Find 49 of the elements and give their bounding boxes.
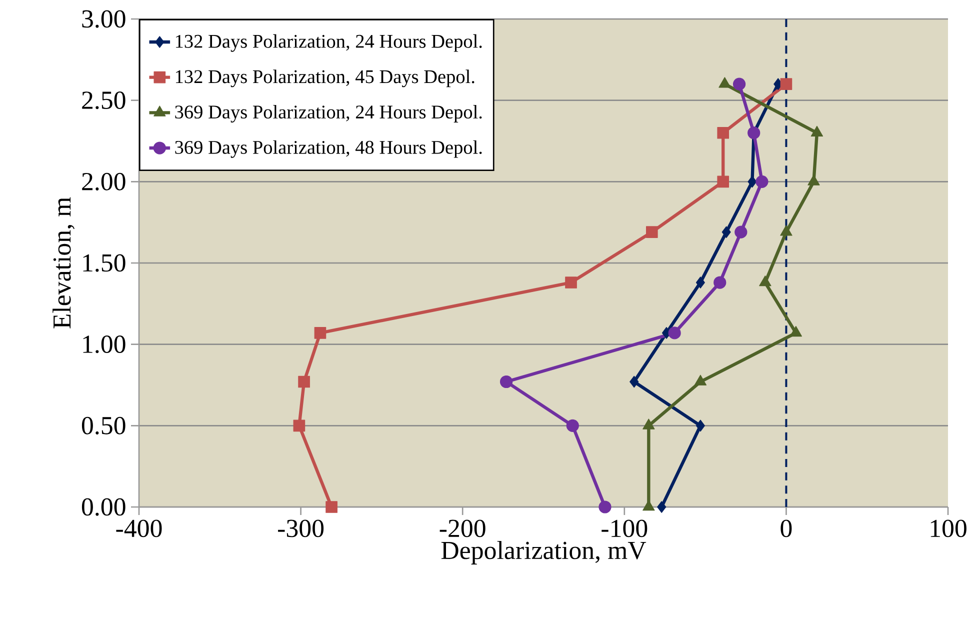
- legend-label: 369 Days Polarization, 24 Hours Depol.: [175, 104, 482, 123]
- point: [714, 276, 726, 289]
- x-tick-label: 100: [930, 520, 966, 538]
- point: [326, 501, 338, 513]
- point: [717, 126, 730, 139]
- point: [696, 276, 705, 288]
- y-tick-label: 1.50: [83, 254, 126, 272]
- point: [668, 326, 681, 340]
- point: [646, 226, 658, 238]
- y-tick-label: 2.50: [82, 92, 126, 110]
- point: [293, 420, 306, 432]
- point: [566, 419, 579, 432]
- point: [718, 77, 731, 88]
- point: [780, 78, 792, 90]
- point: [314, 327, 326, 339]
- x-axis-title: Depolarization, mV: [441, 540, 646, 564]
- point: [717, 176, 730, 188]
- x-tick-label: 0: [780, 520, 792, 538]
- point: [722, 226, 731, 238]
- point: [298, 376, 310, 388]
- y-axis-title: Elevation, m: [52, 197, 75, 328]
- point: [694, 374, 707, 386]
- legend-label: 132 Days Polarization, 24 Hours Depol.: [176, 34, 482, 52]
- point: [756, 175, 768, 188]
- y-tick-label: 2.00: [82, 172, 126, 190]
- point: [810, 126, 824, 137]
- y-tick-label: 0.50: [82, 416, 126, 434]
- point: [630, 376, 639, 388]
- point: [748, 176, 757, 188]
- x-tick-label: -400: [116, 520, 162, 538]
- point: [598, 500, 612, 514]
- point: [759, 276, 772, 286]
- point: [780, 225, 792, 236]
- legend-label: 369 Days Polarization, 48 Hours Depol.: [175, 140, 482, 158]
- x-tick-label: -300: [278, 520, 324, 538]
- point: [657, 501, 666, 513]
- point: [500, 375, 513, 388]
- y-tick-label: 3.00: [82, 10, 126, 28]
- x-tick-label: -200: [440, 520, 486, 538]
- legend-label: 132 Days Polarization, 45 Days Depol.: [176, 70, 474, 88]
- y-tick-label: 1.00: [83, 336, 126, 354]
- point: [696, 420, 705, 432]
- x-tick-label: -100: [602, 520, 648, 538]
- point: [732, 78, 746, 90]
- point: [734, 226, 748, 238]
- point: [565, 276, 577, 288]
- point: [642, 418, 655, 430]
- point: [790, 326, 802, 337]
- y-tick-label: 0.00: [82, 498, 126, 516]
